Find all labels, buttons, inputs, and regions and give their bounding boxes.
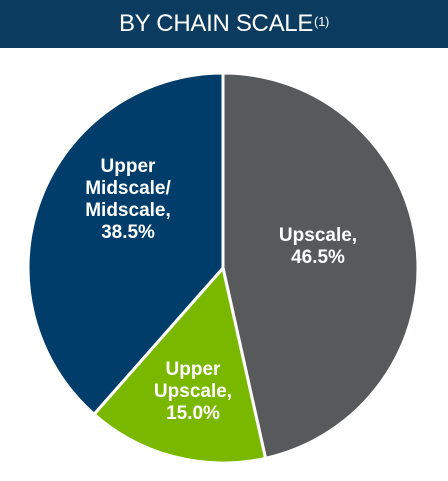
pie-slices — [26, 71, 420, 465]
chart-title-bar: BY CHAIN SCALE (1) — [0, 0, 448, 48]
pie-slice-label-1: Upper Upscale, 15.0% — [154, 359, 232, 424]
pie-slice-label-line: 46.5% — [291, 247, 345, 268]
pie-labels: Upscale, 46.5%Upper Upscale, 15.0%Upper Mids… — [85, 156, 357, 424]
pie-slice-label-line: Upper — [101, 156, 157, 177]
pie-slice-label-line: 15.0% — [166, 403, 220, 424]
chart-title-footnote: (1) — [314, 13, 330, 29]
pie-slice-label-line: 38.5% — [101, 222, 155, 243]
pie-slice-2 — [26, 71, 225, 416]
pie-slice-label-line: Midscale/ — [85, 178, 171, 199]
pie-slice-label-0: Upscale, 46.5% — [279, 225, 357, 268]
pie-slice-label-line: Upscale, — [279, 225, 357, 246]
pie-slice-label-2: Upper Midscale/Midscale, 38.5% — [85, 156, 171, 243]
pie-slice-label-line: Upscale, — [154, 381, 232, 402]
chart-title: BY CHAIN SCALE — [118, 10, 314, 37]
pie-slice-label-line: Upper — [166, 359, 222, 380]
pie-slice-1 — [92, 266, 268, 465]
pie-slice-label-line: Midscale, — [85, 200, 171, 221]
pie-slice-0 — [221, 71, 420, 460]
